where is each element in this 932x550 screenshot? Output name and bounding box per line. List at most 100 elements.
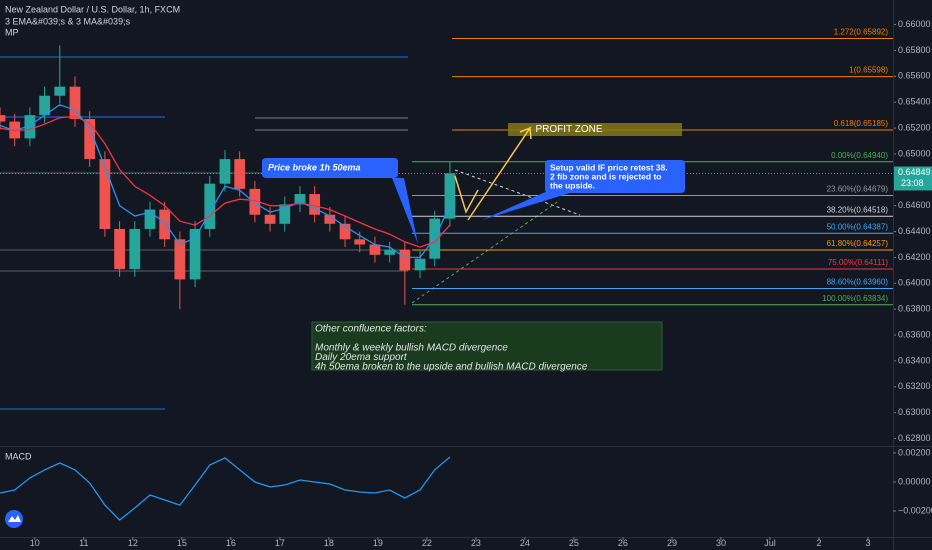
fib-label: 100.00%(0.63834) bbox=[822, 294, 888, 303]
last-price-label: 0.64849 bbox=[898, 167, 931, 177]
candle-body bbox=[444, 173, 456, 219]
macd-pane: 0.002000.00000−0.00200101112151617181922… bbox=[0, 447, 932, 548]
y-tick-label: 0.63800 bbox=[898, 304, 931, 314]
logo-mark bbox=[8, 515, 21, 522]
indicator-label: 3 EMA&#039;s & 3 MA&#039;s bbox=[5, 16, 131, 26]
last-price-tag bbox=[893, 166, 932, 191]
callout-pointer bbox=[482, 190, 570, 220]
macd-label: MACD bbox=[5, 451, 32, 461]
y-tick-label: 0.63600 bbox=[898, 329, 931, 339]
fib-label: 1(0.65598) bbox=[849, 66, 888, 75]
y-tick-label: 0.62800 bbox=[898, 433, 931, 443]
candle-body bbox=[159, 209, 171, 240]
x-tick-label: 2 bbox=[816, 538, 821, 548]
candle-body bbox=[84, 119, 96, 160]
confluence-text: Other confluence factors: Monthly & weekl… bbox=[315, 324, 588, 373]
x-tick-label: 11 bbox=[79, 538, 88, 548]
x-tick-label: 29 bbox=[667, 538, 677, 548]
fib-label: 61.80%(0.64257) bbox=[827, 239, 889, 248]
x-tick-label: 25 bbox=[569, 538, 579, 548]
y-tick-label: 0.64000 bbox=[898, 278, 931, 288]
candle-body bbox=[69, 86, 81, 120]
fib-label: 38.20%(0.64518) bbox=[827, 205, 889, 214]
fib-label: 0.00%(0.64940) bbox=[831, 151, 888, 160]
countdown-label: 23:08 bbox=[901, 178, 924, 188]
candle-body bbox=[39, 95, 50, 116]
y-tick-label: 0.63000 bbox=[898, 407, 931, 417]
fib-label: 1.272(0.65892) bbox=[834, 28, 889, 37]
candle-body bbox=[0, 115, 6, 122]
candle-body bbox=[129, 228, 141, 270]
profit-zone bbox=[508, 123, 682, 136]
trend-line bbox=[411, 199, 561, 304]
y-tick-label: 0.00200 bbox=[898, 447, 931, 457]
x-tick-label: 12 bbox=[128, 538, 138, 548]
confluence-line: 4h 50ema broken to the upside and bullis… bbox=[315, 362, 588, 373]
y-tick-label: 0.64400 bbox=[898, 226, 931, 236]
y-tick-label: 0.64600 bbox=[898, 200, 931, 210]
callout-pointer bbox=[392, 178, 418, 244]
confluence-line: Monthly & weekly bullish MACD divergence bbox=[315, 343, 508, 354]
profit-zone-label: PROFIT ZONE bbox=[535, 124, 602, 135]
candle-body bbox=[399, 249, 411, 271]
x-tick-label: 22 bbox=[422, 538, 432, 548]
candle-body bbox=[354, 239, 366, 245]
candle-body bbox=[294, 194, 306, 205]
symbol-title: New Zealand Dollar / U.S. Dollar, 1h, FX… bbox=[5, 4, 180, 14]
x-tick-label: 16 bbox=[226, 538, 236, 548]
candle-body bbox=[369, 244, 381, 255]
candle-body bbox=[264, 214, 276, 224]
trend-line bbox=[454, 169, 581, 216]
fib-label: 88.60%(0.63960) bbox=[827, 278, 889, 287]
candle-body bbox=[114, 228, 125, 270]
fib-label: 0.618(0.65185) bbox=[834, 119, 889, 128]
x-tick-label: 15 bbox=[177, 538, 187, 548]
candle-body bbox=[279, 204, 291, 224]
y-tick-label: 0.00000 bbox=[898, 476, 931, 486]
moving-average bbox=[0, 104, 451, 259]
arrow bbox=[454, 175, 479, 214]
candle-body bbox=[144, 209, 156, 229]
x-tick-label: 17 bbox=[275, 538, 285, 548]
callout-line: 2 fib zone and is rejected to bbox=[550, 171, 661, 181]
x-tick-label: 26 bbox=[618, 538, 628, 548]
callout-text: Price broke 1h 50ema bbox=[268, 162, 361, 172]
drawings bbox=[0, 56, 581, 410]
candle-body bbox=[174, 239, 186, 280]
indicator-label: MP bbox=[5, 27, 19, 37]
y-tick-label: 0.65800 bbox=[898, 45, 931, 55]
fib-label: 23.60%(0.64679) bbox=[827, 185, 889, 194]
y-tick-label: 0.65400 bbox=[898, 97, 931, 107]
y-tick-label: 0.65000 bbox=[898, 148, 931, 158]
confluence-box bbox=[311, 321, 663, 371]
moving-average bbox=[0, 115, 451, 248]
x-tick-label: Jul bbox=[764, 538, 776, 548]
x-tick-label: 10 bbox=[30, 538, 40, 548]
y-tick-label: 0.63200 bbox=[898, 381, 931, 391]
candle-body bbox=[99, 159, 111, 229]
x-tick-label: 19 bbox=[373, 538, 383, 548]
annotations: PROFIT ZONE Price broke 1h 50ema Setup v… bbox=[262, 123, 685, 373]
candle-body bbox=[339, 223, 351, 240]
callout-line: Setup valid IF price retest 38. bbox=[550, 162, 668, 172]
y-tick-label: 0.65600 bbox=[898, 71, 931, 81]
confluence-line: Other confluence factors: bbox=[315, 324, 427, 335]
y-tick-label: 0.63400 bbox=[898, 355, 931, 365]
callout-text: Setup valid IF price retest 38.2 fib zon… bbox=[550, 162, 668, 190]
macd-line bbox=[0, 456, 451, 521]
candle-body bbox=[24, 115, 36, 139]
y-tick-label: 0.66000 bbox=[898, 19, 931, 29]
candle-body bbox=[219, 159, 231, 184]
candle-body bbox=[414, 258, 426, 271]
candle-body bbox=[249, 188, 261, 215]
x-tick-label: 24 bbox=[520, 538, 530, 548]
y-tick-label: −0.00200 bbox=[898, 505, 932, 515]
candle-body bbox=[189, 228, 201, 280]
candle-body bbox=[384, 249, 396, 255]
y-tick-label: 0.65200 bbox=[898, 122, 931, 132]
callout-line: the upside. bbox=[550, 180, 595, 190]
candle-body bbox=[9, 121, 21, 139]
y-tick-label: 0.64200 bbox=[898, 252, 931, 262]
